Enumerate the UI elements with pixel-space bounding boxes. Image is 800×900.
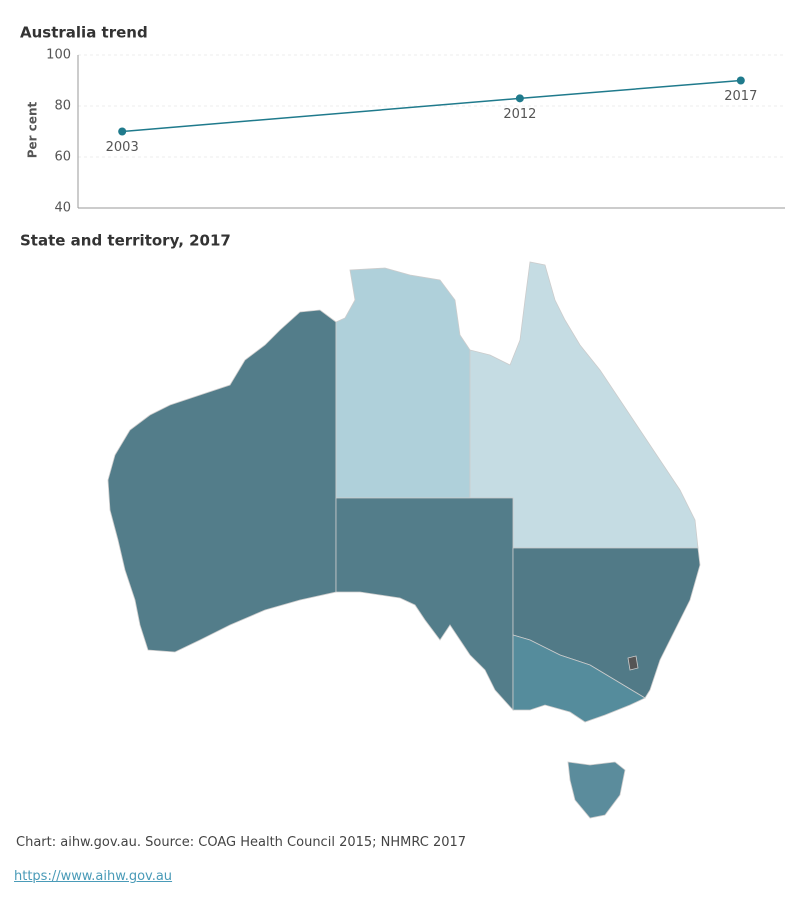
chart-title: Australia trend [20, 24, 148, 42]
region [335, 497, 514, 712]
point-label: 2003 [106, 140, 139, 155]
region [512, 634, 646, 723]
point [736, 76, 745, 85]
y-tick-label: 60 [54, 150, 71, 165]
region [627, 655, 639, 671]
region [335, 267, 471, 499]
y-tick-label: 40 [54, 201, 71, 216]
map-title: State and territory, 2017 [20, 232, 231, 250]
source-link[interactable]: https://www.aihw.gov.au [14, 869, 173, 884]
y-tick-label: 80 [54, 99, 71, 114]
point [515, 94, 524, 103]
source-note: Chart: aihw.gov.au. Source: COAG Health … [16, 835, 467, 850]
region [567, 761, 626, 819]
point-label: 2017 [724, 89, 757, 104]
y-tick-label: 100 [46, 48, 71, 63]
point [118, 127, 127, 136]
point-label: 2012 [503, 107, 536, 122]
region [107, 309, 337, 653]
dashboard: Australia trend Per cent State and terri… [20, 24, 785, 819]
y-axis-title: Per cent [26, 101, 40, 158]
